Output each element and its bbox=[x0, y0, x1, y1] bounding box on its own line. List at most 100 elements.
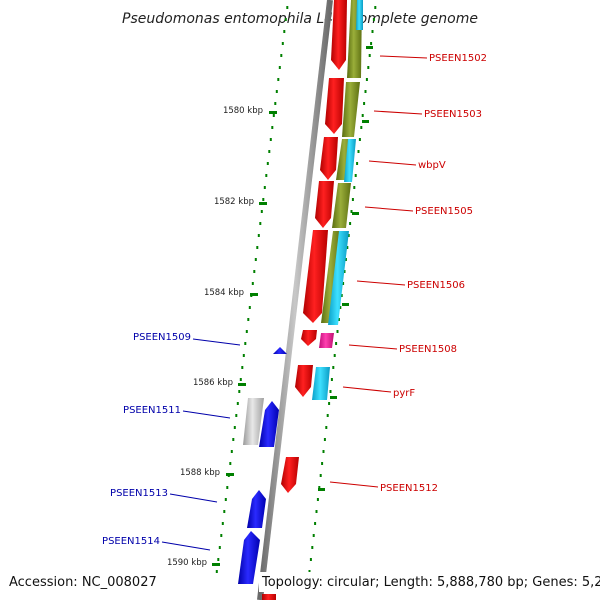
leader-line bbox=[182, 410, 231, 419]
track-dot bbox=[372, 18, 375, 21]
track-dot bbox=[336, 330, 339, 333]
track-dot bbox=[221, 522, 224, 525]
accession-text: Accession: NC_008027 bbox=[9, 575, 157, 590]
scale-tick bbox=[269, 111, 277, 114]
kbp-label: 1580 kbp bbox=[223, 106, 263, 116]
track-dot bbox=[254, 258, 257, 261]
track-dot bbox=[284, 18, 287, 21]
track-dot bbox=[247, 318, 250, 321]
gene-block[interactable] bbox=[332, 183, 351, 228]
gene-arrow[interactable] bbox=[303, 230, 328, 323]
leader-line bbox=[161, 541, 211, 551]
gene-arrow[interactable] bbox=[262, 594, 276, 600]
kbp-label: 1590 kbp bbox=[167, 558, 207, 568]
track-dot bbox=[245, 330, 248, 333]
gene-arrow[interactable] bbox=[301, 330, 317, 346]
track-dot bbox=[308, 570, 311, 573]
track-dot bbox=[350, 210, 353, 213]
gene-arrow[interactable] bbox=[315, 181, 334, 228]
track-dot bbox=[278, 66, 281, 69]
track-dot bbox=[220, 534, 223, 537]
track-dot bbox=[318, 486, 321, 489]
track-dot bbox=[272, 114, 275, 117]
scale-tick bbox=[259, 202, 267, 205]
leader-line bbox=[329, 481, 379, 488]
gene-arrow[interactable] bbox=[247, 490, 266, 528]
reverse-strand bbox=[238, 347, 287, 584]
scale-tick bbox=[330, 396, 337, 399]
track-dot bbox=[349, 222, 352, 225]
track-dot bbox=[339, 306, 342, 309]
gene-arrow[interactable] bbox=[238, 531, 260, 584]
track-dot bbox=[340, 294, 343, 297]
leader-line bbox=[169, 493, 218, 503]
track-dot bbox=[260, 210, 263, 213]
gene-arrow[interactable] bbox=[259, 401, 279, 447]
track-dot bbox=[239, 378, 242, 381]
scale-tick bbox=[318, 488, 325, 491]
gene-arrow[interactable] bbox=[331, 0, 347, 70]
scale-tick bbox=[366, 46, 373, 49]
track-dot bbox=[281, 42, 284, 45]
gene-arrow[interactable] bbox=[325, 78, 344, 134]
track-dot bbox=[235, 414, 238, 417]
gene-arrow[interactable] bbox=[281, 457, 299, 493]
scale-tick bbox=[362, 120, 369, 123]
topology-bg bbox=[259, 572, 594, 592]
leader-line bbox=[356, 280, 406, 286]
track-dot bbox=[241, 366, 244, 369]
track-dot bbox=[354, 174, 357, 177]
gene-label[interactable]: PSEEN1514 bbox=[102, 536, 160, 547]
track-dot bbox=[346, 246, 349, 249]
gene-arrow[interactable] bbox=[320, 137, 338, 180]
track-dot bbox=[248, 306, 251, 309]
track-dot bbox=[263, 186, 266, 189]
gene-label[interactable]: PSEEN1512 bbox=[380, 483, 438, 494]
track-dot bbox=[342, 282, 345, 285]
gene-label[interactable]: PSEEN1508 bbox=[399, 344, 457, 355]
track-dot bbox=[286, 6, 289, 9]
track-dot bbox=[311, 546, 314, 549]
feature-track bbox=[312, 0, 363, 400]
gene-block[interactable] bbox=[319, 333, 334, 348]
gene-block[interactable] bbox=[321, 231, 341, 323]
gene-block[interactable] bbox=[342, 82, 360, 137]
gene-label[interactable]: pyrF bbox=[393, 388, 415, 399]
track-dot bbox=[309, 558, 312, 561]
leader-line bbox=[373, 110, 423, 115]
gene-label[interactable]: wbpV bbox=[418, 160, 446, 171]
gene-label[interactable]: PSEEN1503 bbox=[424, 109, 482, 120]
scale-tick bbox=[212, 563, 220, 566]
gene-label[interactable]: PSEEN1506 bbox=[407, 280, 465, 291]
map-title: Pseudomonas entomophila L48, complete ge… bbox=[122, 11, 478, 27]
gene-label[interactable]: PSEEN1502 bbox=[429, 53, 487, 64]
gene-block[interactable] bbox=[312, 367, 330, 400]
gene-block[interactable] bbox=[344, 139, 356, 182]
gene-block[interactable] bbox=[356, 0, 363, 30]
track-dot bbox=[326, 414, 329, 417]
scale-tick bbox=[238, 383, 246, 386]
gene-label[interactable]: PSEEN1509 bbox=[133, 332, 191, 343]
track-dot bbox=[244, 342, 247, 345]
leader-line bbox=[192, 338, 241, 346]
gene-label[interactable]: PSEEN1513 bbox=[110, 488, 168, 499]
track-dot bbox=[314, 522, 317, 525]
gene-arrow[interactable] bbox=[273, 347, 287, 354]
track-dot bbox=[257, 234, 260, 237]
scale-tick bbox=[226, 473, 234, 476]
track-dot bbox=[351, 198, 354, 201]
gene-label[interactable]: PSEEN1511 bbox=[123, 405, 181, 416]
track-dot bbox=[361, 114, 364, 117]
gene-block[interactable] bbox=[328, 231, 349, 325]
track-dot bbox=[347, 234, 350, 237]
gene-arrow[interactable] bbox=[295, 365, 313, 397]
topology-text: Topology: circular; Length: 5,888,780 bp… bbox=[261, 575, 600, 590]
track-dot bbox=[358, 138, 361, 141]
gene-label[interactable]: PSEEN1505 bbox=[415, 206, 473, 217]
forward-strand bbox=[262, 0, 347, 600]
track-dot bbox=[321, 462, 324, 465]
track-dot bbox=[226, 486, 229, 489]
gene-block[interactable] bbox=[243, 398, 264, 445]
track-dot bbox=[230, 450, 233, 453]
